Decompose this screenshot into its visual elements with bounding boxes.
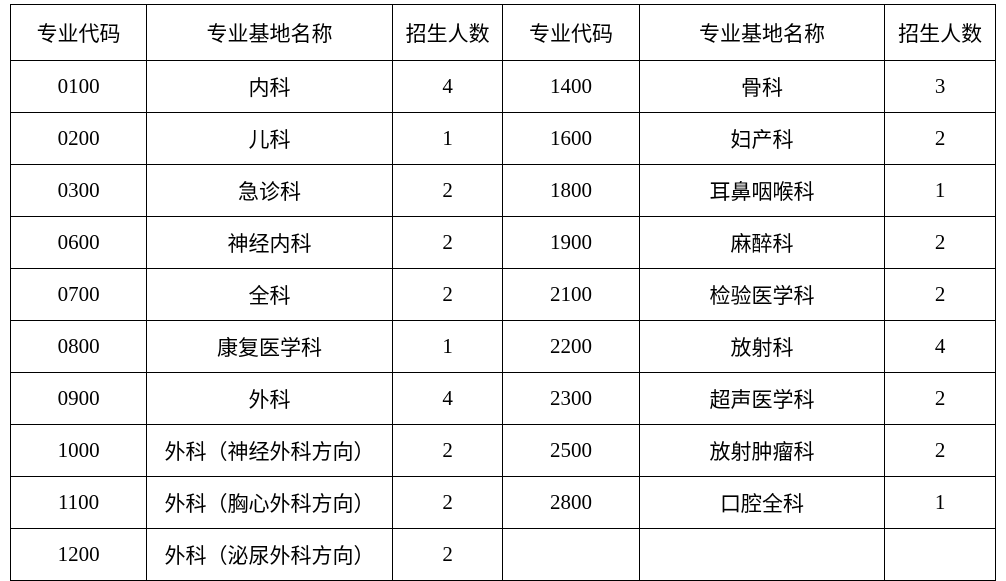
cell-num1: 2 <box>392 477 503 529</box>
col-header-code1: 专业代码 <box>11 5 147 61</box>
table-row: 0700 全科 2 2100 检验医学科 2 <box>11 269 996 321</box>
table-wrapper: 专业代码 专业基地名称 招生人数 专业代码 专业基地名称 招生人数 0100 内… <box>0 0 1006 580</box>
table-row: 0200 儿科 1 1600 妇产科 2 <box>11 113 996 165</box>
cell-code1: 0900 <box>11 373 147 425</box>
cell-num2 <box>885 529 996 581</box>
table-row: 0100 内科 4 1400 骨科 3 <box>11 61 996 113</box>
table-row: 0900 外科 4 2300 超声医学科 2 <box>11 373 996 425</box>
cell-code2: 2800 <box>503 477 639 529</box>
cell-code2: 1800 <box>503 165 639 217</box>
cell-num2: 2 <box>885 373 996 425</box>
cell-code2: 2500 <box>503 425 639 477</box>
cell-num2: 2 <box>885 425 996 477</box>
col-header-name2: 专业基地名称 <box>639 5 885 61</box>
cell-name1: 外科（泌尿外科方向） <box>147 529 393 581</box>
cell-code1: 0200 <box>11 113 147 165</box>
cell-code2: 2100 <box>503 269 639 321</box>
cell-code2: 1600 <box>503 113 639 165</box>
table-header-row: 专业代码 专业基地名称 招生人数 专业代码 专业基地名称 招生人数 <box>11 5 996 61</box>
table-row: 0600 神经内科 2 1900 麻醉科 2 <box>11 217 996 269</box>
cell-num2: 3 <box>885 61 996 113</box>
cell-name2: 超声医学科 <box>639 373 885 425</box>
cell-name2 <box>639 529 885 581</box>
cell-code2: 1400 <box>503 61 639 113</box>
table-row: 0800 康复医学科 1 2200 放射科 4 <box>11 321 996 373</box>
cell-num1: 2 <box>392 217 503 269</box>
cell-name2: 耳鼻咽喉科 <box>639 165 885 217</box>
cell-num1: 1 <box>392 113 503 165</box>
cell-code2: 2300 <box>503 373 639 425</box>
cell-name2: 妇产科 <box>639 113 885 165</box>
cell-name1: 内科 <box>147 61 393 113</box>
cell-code1: 0100 <box>11 61 147 113</box>
cell-num2: 2 <box>885 113 996 165</box>
cell-code1: 1200 <box>11 529 147 581</box>
cell-name1: 外科（神经外科方向） <box>147 425 393 477</box>
cell-name1: 急诊科 <box>147 165 393 217</box>
cell-name2: 麻醉科 <box>639 217 885 269</box>
enrollment-table: 专业代码 专业基地名称 招生人数 专业代码 专业基地名称 招生人数 0100 内… <box>10 4 996 581</box>
cell-name2: 放射肿瘤科 <box>639 425 885 477</box>
cell-name1: 康复医学科 <box>147 321 393 373</box>
cell-code2 <box>503 529 639 581</box>
table-row: 1000 外科（神经外科方向） 2 2500 放射肿瘤科 2 <box>11 425 996 477</box>
table-row: 1100 外科（胸心外科方向） 2 2800 口腔全科 1 <box>11 477 996 529</box>
cell-code2: 1900 <box>503 217 639 269</box>
col-header-name1: 专业基地名称 <box>147 5 393 61</box>
cell-code1: 0300 <box>11 165 147 217</box>
cell-num1: 2 <box>392 165 503 217</box>
cell-name2: 骨科 <box>639 61 885 113</box>
cell-code2: 2200 <box>503 321 639 373</box>
cell-name2: 放射科 <box>639 321 885 373</box>
cell-name1: 外科 <box>147 373 393 425</box>
cell-name1: 儿科 <box>147 113 393 165</box>
cell-name1: 全科 <box>147 269 393 321</box>
cell-num1: 2 <box>392 425 503 477</box>
cell-code1: 1000 <box>11 425 147 477</box>
cell-code1: 0600 <box>11 217 147 269</box>
table-row: 1200 外科（泌尿外科方向） 2 <box>11 529 996 581</box>
cell-num1: 2 <box>392 529 503 581</box>
col-header-code2: 专业代码 <box>503 5 639 61</box>
cell-name1: 神经内科 <box>147 217 393 269</box>
cell-name1: 外科（胸心外科方向） <box>147 477 393 529</box>
table-row: 0300 急诊科 2 1800 耳鼻咽喉科 1 <box>11 165 996 217</box>
col-header-num1: 招生人数 <box>392 5 503 61</box>
cell-num2: 2 <box>885 217 996 269</box>
col-header-num2: 招生人数 <box>885 5 996 61</box>
cell-name2: 口腔全科 <box>639 477 885 529</box>
cell-num1: 4 <box>392 61 503 113</box>
cell-num1: 1 <box>392 321 503 373</box>
cell-num2: 4 <box>885 321 996 373</box>
cell-num2: 2 <box>885 269 996 321</box>
cell-code1: 0800 <box>11 321 147 373</box>
cell-name2: 检验医学科 <box>639 269 885 321</box>
cell-num2: 1 <box>885 165 996 217</box>
cell-code1: 1100 <box>11 477 147 529</box>
cell-num1: 4 <box>392 373 503 425</box>
cell-num2: 1 <box>885 477 996 529</box>
cell-num1: 2 <box>392 269 503 321</box>
cell-code1: 0700 <box>11 269 147 321</box>
